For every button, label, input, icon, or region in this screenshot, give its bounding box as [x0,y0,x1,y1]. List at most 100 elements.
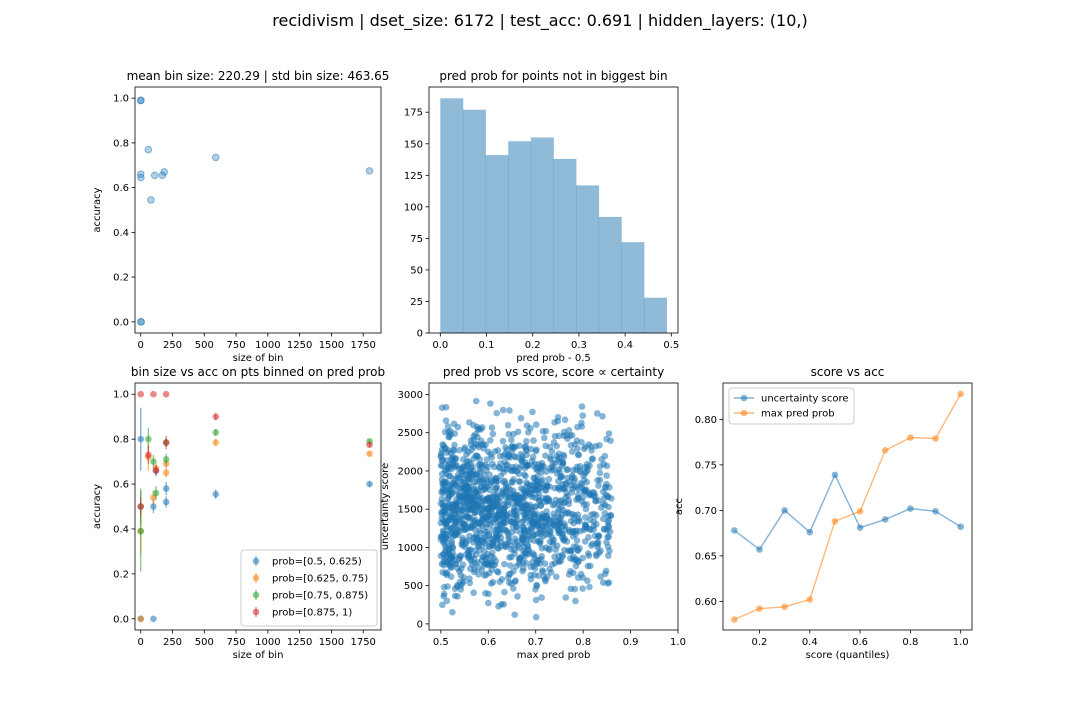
data-point [542,487,550,494]
data-point [498,513,506,521]
data-point [137,615,145,623]
data-point [439,441,447,448]
data-point [461,444,469,451]
data-point [152,489,160,497]
subplot-pred-prob-histogram: 0.0 0.1 0.2 0.3 0.4 0.5 0 25 50 75 100 125 150 175 pre… [404,69,679,364]
x-tick-label: 250 [163,637,182,648]
data-point [603,435,610,443]
line-point [907,505,914,512]
data-point [505,430,513,438]
x-tick-label: 0.2 [525,340,541,351]
scatter-cloud [437,397,615,621]
data-point [150,390,157,398]
data-point [545,475,553,483]
data-point [564,435,571,443]
data-point [489,519,497,526]
legend-label: max pred prob [761,409,835,420]
subplot-title: bin size vs acc on pts binned on pred pr… [131,365,385,379]
data-point [559,506,567,514]
y-tick-label: 100 [404,202,423,213]
data-point [211,153,220,162]
data-point [464,492,472,499]
data-point [575,451,583,459]
data-point [456,446,463,454]
x-axis-label: size of bin [233,353,284,364]
data-point [595,482,602,489]
data-point [604,552,612,560]
data-point [532,596,540,604]
histogram-bar [530,137,554,333]
data-point [438,489,445,496]
data-point [485,510,492,518]
data-point [450,447,458,454]
y-tick-label: 0.60 [695,597,717,608]
y-tick-label: 0.2 [113,569,129,580]
data-point [500,526,508,533]
data-point [516,478,524,485]
data-point [597,573,604,580]
data-point [452,510,460,518]
data-point [593,552,600,560]
data-point [459,561,467,569]
data-point [471,509,478,516]
subplot-title: pred prob vs score, score ∝ certainty [443,365,664,379]
data-point [541,434,548,442]
data-point [450,420,458,428]
data-point [459,456,467,463]
line-point [932,435,939,442]
data-point [548,533,556,541]
data-point [511,507,518,514]
data-point [557,473,565,481]
data-point [496,453,504,460]
data-point [517,529,525,537]
plot-frame [134,382,382,631]
data-point [451,430,458,437]
data-point [574,445,581,452]
x-axis-label: size of bin [233,650,284,661]
data-point [502,481,510,488]
y-tick-label: 0.8 [113,435,129,446]
data-point [578,438,585,446]
data-point [606,547,613,555]
data-point [546,565,553,573]
data-point [560,451,567,459]
data-point [493,535,501,543]
y-tick-label: 0.4 [113,524,129,535]
data-point [494,447,502,454]
data-point [447,511,455,519]
data-point [527,424,534,432]
line-point [806,596,814,603]
data-point [476,526,484,534]
data-point [536,560,543,568]
data-point [444,542,452,550]
data-point [576,518,583,525]
data-point [576,527,584,535]
subplot-pred-prob-vs-score: 0.5 0.6 0.7 0.8 0.9 1.0 0 500 1000 1500 2000 2500 30… [380,365,686,661]
series-line [734,393,962,621]
subplot-score-vs-acc: 0.2 0.4 0.6 0.8 1.0 0.60 0.65 0.70 0.75 0.80 score… [674,365,973,661]
data-point [548,523,556,531]
data-point [526,490,534,498]
data-point [586,525,594,533]
line-point [856,507,864,515]
x-tick-label: 1.0 [953,637,969,648]
data-point [530,437,537,444]
y-tick-label: 150 [404,139,423,150]
data-point [451,530,459,538]
data-point [568,448,576,455]
x-tick-label: 0.7 [528,637,544,648]
data-point [499,437,507,445]
line-point [957,390,964,398]
data-point [137,318,145,326]
data-point [452,496,460,503]
data-point [567,585,575,593]
data-point [571,527,579,535]
data-point [212,413,220,420]
histogram-bar [508,141,532,333]
plot-frame [722,382,973,631]
x-tick-label: 0.0 [432,340,448,351]
x-tick-label: 0.2 [752,637,768,648]
data-point [466,575,473,582]
data-point [568,489,576,496]
data-point [512,540,519,547]
